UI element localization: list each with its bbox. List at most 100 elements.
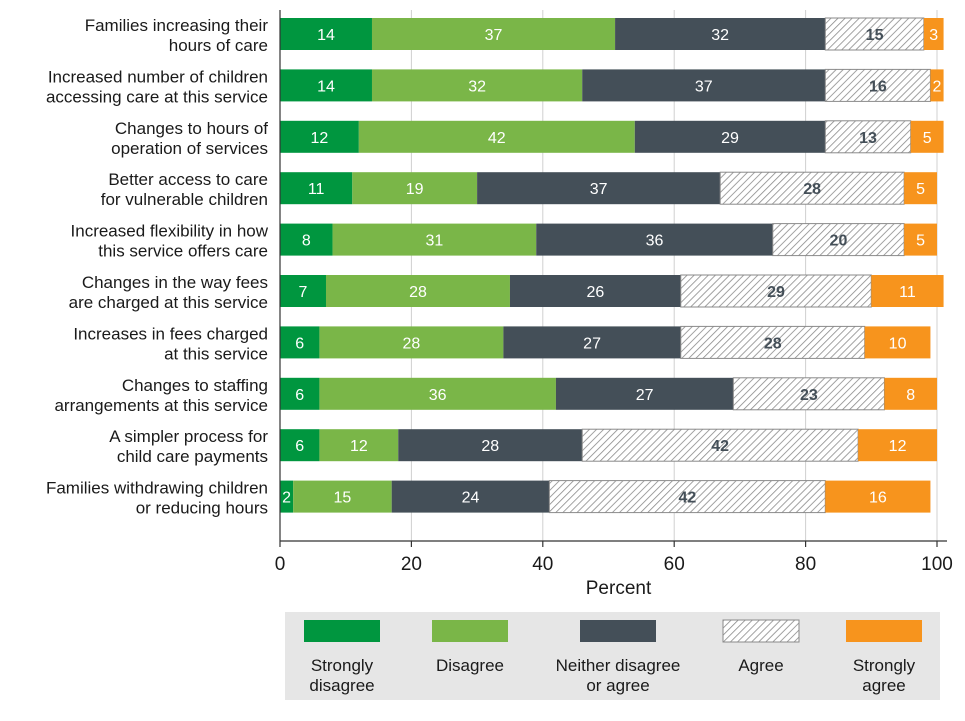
- category-label: Changes to hours of operation of services: [111, 119, 268, 158]
- legend-label: Neither disagree or agree: [556, 656, 681, 695]
- data-label: 27: [583, 335, 601, 352]
- data-label: 16: [869, 78, 887, 95]
- bar-segment: [680, 325, 866, 359]
- x-tick-label: 60: [664, 554, 685, 575]
- bar-segment: [615, 18, 826, 50]
- x-axis-title: Percent: [586, 578, 652, 599]
- bar-segment: [548, 480, 826, 514]
- data-label: 42: [711, 438, 729, 455]
- data-label: 10: [889, 335, 907, 352]
- category-label: Increased flexibility in how this service…: [71, 222, 269, 261]
- data-label: 5: [916, 181, 925, 198]
- bar-segment: [371, 69, 583, 102]
- data-label: 23: [800, 387, 818, 404]
- legend-swatch: [432, 620, 508, 642]
- data-label: 6: [295, 335, 304, 352]
- bar-segment: [319, 429, 399, 462]
- data-label: 37: [590, 181, 608, 198]
- bar-segment: [280, 275, 326, 307]
- data-label: 31: [425, 233, 443, 250]
- bars: 14 37 32 15 314 32 37 16 212 42 29 13 511 19 37 28 58 31 3…: [280, 17, 944, 514]
- data-label: 5: [923, 130, 932, 147]
- data-label: 37: [695, 78, 713, 95]
- bar-segment: [904, 172, 937, 205]
- bar-segment: [280, 326, 320, 359]
- bar-segment: [319, 377, 556, 410]
- bar-segment: [904, 223, 937, 256]
- data-label: 13: [859, 130, 877, 147]
- data-label: 26: [586, 284, 604, 301]
- data-label: 6: [295, 387, 304, 404]
- bar-segment: [319, 326, 504, 359]
- data-label: 42: [488, 130, 506, 147]
- data-label: 36: [646, 233, 664, 250]
- x-tick-label: 40: [532, 554, 553, 575]
- bar-segment: [280, 18, 372, 50]
- data-label: 7: [299, 284, 308, 301]
- bar-segment: [398, 429, 583, 462]
- data-label: 11: [899, 284, 916, 301]
- legend-label: Strongly disagree: [309, 656, 374, 695]
- legend: Strongly disagree Disagree Neither disagree…: [285, 612, 940, 700]
- bar-segment: [280, 69, 372, 102]
- data-label: 2: [933, 78, 942, 95]
- data-label: 32: [468, 78, 486, 95]
- bar-segment: [358, 120, 635, 153]
- category-label: Families withdrawing children or reducing…: [46, 479, 268, 518]
- data-label: 11: [308, 181, 325, 198]
- category-label: Increased number of children accessing ca…: [46, 67, 268, 106]
- data-label: 28: [409, 284, 427, 301]
- data-label: 19: [406, 181, 424, 198]
- data-label: 36: [429, 387, 447, 404]
- bar-segment: [864, 326, 931, 359]
- data-label: 16: [869, 490, 887, 507]
- bar-segment: [503, 326, 681, 359]
- category-label: A simpler process for child care payments: [109, 427, 268, 466]
- bar-segment: [772, 223, 905, 257]
- data-label: 28: [803, 181, 821, 198]
- data-label: 8: [906, 387, 915, 404]
- bar-segment: [280, 120, 359, 153]
- data-label: 12: [311, 130, 329, 147]
- category-label: Changes to staffing arrangements at this …: [54, 376, 268, 415]
- data-label: 12: [889, 438, 907, 455]
- category-label: Better access to care for vulnerable chil…: [101, 170, 268, 209]
- bar-segment: [884, 377, 937, 410]
- data-label: 6: [295, 438, 304, 455]
- bar-segment: [871, 275, 944, 307]
- data-label: 2: [282, 490, 291, 507]
- bar-segment: [509, 275, 681, 307]
- bar-segment: [923, 18, 944, 50]
- data-label: 29: [767, 284, 785, 301]
- data-label: 28: [481, 438, 499, 455]
- data-label: 15: [866, 27, 884, 44]
- category-label: Changes in the way fees are charged at th…: [69, 273, 268, 312]
- data-label: 29: [721, 130, 739, 147]
- x-tick-label: 80: [795, 554, 816, 575]
- data-label: 20: [830, 233, 848, 250]
- bar-segment: [858, 429, 937, 462]
- bar-segment: [332, 223, 537, 256]
- bar-segment: [825, 480, 931, 513]
- bar-segment: [536, 223, 773, 256]
- legend-swatch: [846, 620, 922, 642]
- bar-segment: [391, 480, 550, 513]
- bar-segment: [325, 275, 510, 307]
- data-label: 14: [317, 78, 335, 95]
- data-label: 5: [916, 233, 925, 250]
- data-label: 15: [334, 490, 352, 507]
- data-label: 32: [711, 27, 729, 44]
- bar-segment: [719, 171, 905, 205]
- data-label: 37: [485, 27, 503, 44]
- category-labels: Families increasing their hours of care In…: [46, 16, 269, 518]
- bar-segment: [555, 377, 734, 410]
- data-label: 27: [636, 387, 654, 404]
- x-tick-label: 0: [275, 554, 286, 575]
- bar-segment: [680, 274, 872, 308]
- bar-segment: [280, 223, 333, 256]
- bar-segment: [477, 172, 721, 205]
- x-tick-label: 100: [921, 554, 953, 575]
- bar-segment: [280, 377, 320, 410]
- data-label: 28: [764, 335, 782, 352]
